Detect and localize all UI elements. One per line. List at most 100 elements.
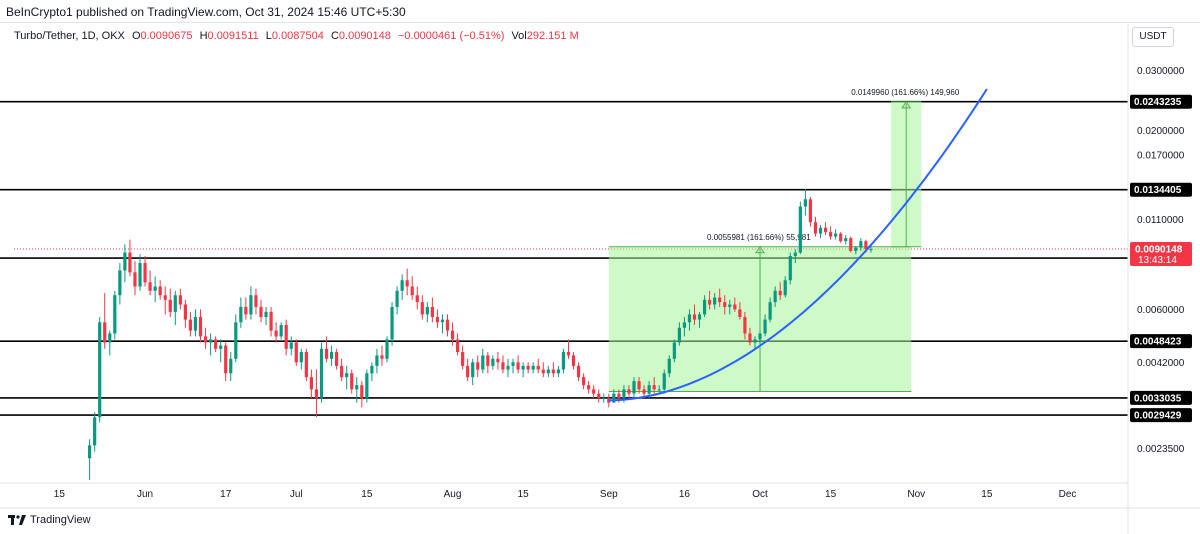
candle-body <box>566 352 571 356</box>
candle-body <box>289 342 293 349</box>
candle <box>289 336 293 356</box>
countdown-label: 13:43:14 <box>1138 255 1177 266</box>
candle <box>98 316 102 423</box>
candle <box>410 276 414 300</box>
candle-body <box>682 322 687 328</box>
candle-body <box>476 362 480 370</box>
candle <box>481 348 485 374</box>
candle-body <box>677 327 681 343</box>
last-price-tag <box>1130 241 1192 266</box>
candle <box>657 385 661 394</box>
high-value: 0.0091511 <box>207 30 259 42</box>
tradingview-brand: TradingView <box>30 514 91 526</box>
candle <box>294 339 298 366</box>
candle-body <box>642 389 646 394</box>
candle-body <box>733 304 737 310</box>
candle <box>466 358 470 382</box>
candle-body <box>93 417 97 446</box>
candle <box>763 314 767 337</box>
candle-body <box>420 302 424 315</box>
candle-body <box>773 290 777 303</box>
candle-body <box>617 393 621 399</box>
candle <box>284 319 288 356</box>
candle <box>390 302 394 346</box>
candle <box>597 389 601 403</box>
candle <box>471 358 475 386</box>
close-value: 0.0090148 <box>338 30 391 42</box>
candle-body <box>778 290 782 296</box>
candle-body <box>319 348 324 399</box>
candle <box>844 235 848 245</box>
candle-body <box>88 445 92 459</box>
candle <box>713 293 717 310</box>
candle <box>546 365 550 378</box>
tradingview-footer[interactable]: TradingView <box>8 514 91 526</box>
candle <box>108 330 112 356</box>
open-label: O <box>131 30 141 42</box>
time-tick-label: Aug <box>444 489 462 500</box>
candle <box>834 229 838 240</box>
candle-body <box>849 238 853 251</box>
candle <box>672 339 676 363</box>
candle-body <box>597 393 601 399</box>
high-label: H <box>199 30 208 42</box>
candle-body <box>269 311 273 331</box>
candle-body <box>743 316 747 334</box>
time-tick-label: 17 <box>220 489 232 500</box>
candle-body <box>491 358 495 366</box>
candle-body <box>254 295 258 307</box>
candle-body <box>224 345 228 374</box>
candle-body <box>158 286 162 296</box>
candle-body <box>828 232 833 237</box>
time-tick-label: Nov <box>907 489 925 500</box>
candle <box>93 412 97 452</box>
candle <box>587 381 591 394</box>
candle <box>682 316 687 337</box>
candle-body <box>818 227 823 234</box>
measure-label: 0.0149960 (161.66%) 149,960 <box>851 88 960 97</box>
candle <box>758 330 762 346</box>
tradingview-logo-icon <box>8 515 26 525</box>
price-tick-label: 0.0200000 <box>1137 126 1185 137</box>
candle <box>254 288 258 315</box>
candle <box>168 288 172 317</box>
candle-body <box>208 339 213 343</box>
candle-body <box>844 238 848 242</box>
candle-body <box>314 389 319 399</box>
candle <box>723 295 727 315</box>
time-axis[interactable]: 15 Jun 17 Jul 15 Aug 15 Sep 16 Oct 15 Nov 15 Dec <box>0 482 1200 509</box>
candle <box>839 232 843 243</box>
candle <box>279 322 283 340</box>
candle <box>214 336 218 353</box>
currency-button[interactable]: USDT <box>1132 27 1174 47</box>
symbol-label[interactable]: Turbo/Tether, 1D, OKX <box>14 30 125 42</box>
candle-body <box>450 330 455 340</box>
candle-body <box>425 306 429 315</box>
time-tick-label: 15 <box>825 489 837 500</box>
candle <box>526 362 530 374</box>
candle-body <box>501 362 505 370</box>
candle <box>531 362 535 374</box>
level-price-tag <box>1130 94 1192 109</box>
candle-body <box>551 369 555 374</box>
candle <box>803 189 807 216</box>
price-axis[interactable]: 0.0300000 0.0200000 0.0170000 0.0110000 0.00… <box>1127 22 1192 534</box>
candle <box>753 336 757 349</box>
candle <box>541 362 545 378</box>
candle-body <box>128 252 132 273</box>
candle-body <box>188 319 193 331</box>
candle-body <box>461 352 465 366</box>
candle-body <box>481 355 485 370</box>
candle-body <box>763 319 767 334</box>
candle <box>491 355 495 370</box>
candle <box>143 255 147 287</box>
candle-body <box>546 369 550 374</box>
candle-body <box>183 304 187 320</box>
candle-body <box>274 330 278 337</box>
candle-body <box>294 342 298 363</box>
candle-body <box>410 286 414 296</box>
candle <box>430 297 434 323</box>
candle-body <box>687 314 692 323</box>
candle-body <box>259 306 263 317</box>
